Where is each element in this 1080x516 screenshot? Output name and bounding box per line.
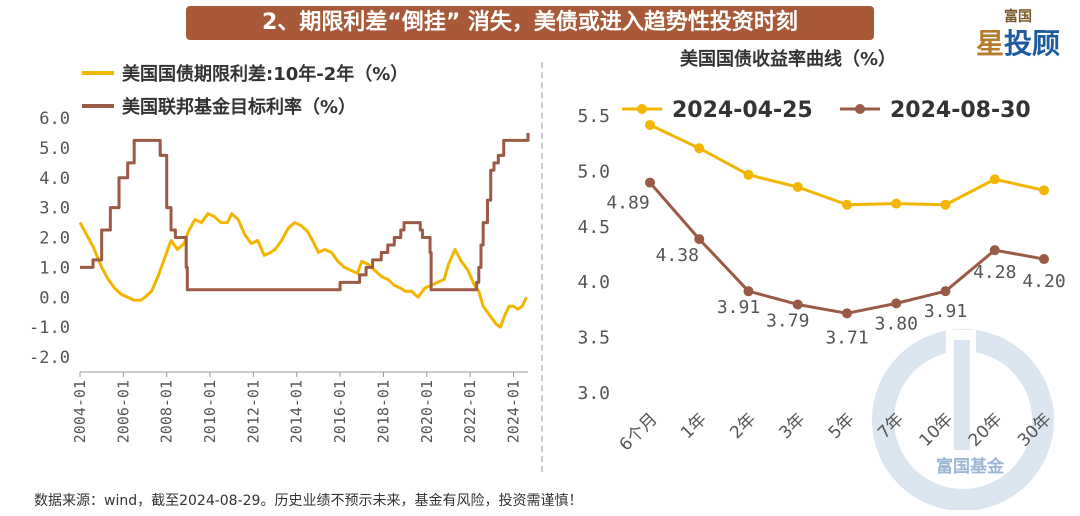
data-point-r-1	[891, 298, 902, 309]
x-tick-label: 2010-01	[201, 380, 219, 443]
data-point-r-1	[989, 245, 1000, 256]
y-tick-label: 1.0	[39, 258, 70, 278]
data-point-r-0	[743, 169, 754, 180]
data-point-r-1	[743, 286, 754, 297]
data-point-r-1	[1039, 254, 1049, 265]
brand-logo: 富国 星投顾	[966, 4, 1074, 60]
brand-name-b: 投顾	[1004, 27, 1061, 60]
x-tick-label: 2014-01	[288, 380, 306, 443]
data-point-r-1	[792, 299, 803, 310]
data-label-r: 4.38	[656, 245, 699, 266]
y-tick-label-r: 4.5	[577, 217, 610, 238]
y-tick-label: -1.0	[29, 318, 70, 338]
legend-label-0: 美国国债期限利差:10年-2年（%）	[122, 63, 408, 85]
x-tick-label: 2016-01	[331, 380, 349, 443]
legend-label-r-0: 2024-04-25	[672, 98, 813, 123]
data-point-r-1	[940, 286, 951, 297]
data-label-r: 4.20	[1022, 271, 1065, 292]
y-tick-label: 5.0	[39, 139, 70, 159]
x-tick-label-r: 6个月	[616, 409, 662, 455]
data-point-r-0	[989, 174, 1000, 185]
x-tick-label-r: 30年	[1014, 409, 1055, 450]
legend-marker-r-0	[637, 104, 647, 114]
left-chart: 美国国债期限利差:10年-2年（%） 美国联邦基金目标利率（%） 6.0 5.0 4.0…	[29, 63, 530, 443]
footnote: 数据来源：wind，截至2024-08-29。历史业绩不预示未来，基金有风险，投…	[34, 493, 583, 509]
x-tick-label: 2008-01	[158, 380, 176, 443]
watermark-logo-icon	[872, 329, 1054, 510]
data-point-r-0	[792, 182, 803, 193]
y-tick-label: 3.0	[39, 199, 70, 219]
x-tick-label: 2012-01	[244, 380, 262, 443]
legend-label-r-1: 2024-08-30	[890, 98, 1031, 123]
data-point-r-0	[891, 198, 902, 209]
data-point-r-0	[645, 119, 655, 130]
y-tick-label-r: 3.0	[577, 383, 610, 404]
watermark-text: 富国基金	[936, 457, 1004, 477]
legend-label-1: 美国联邦基金目标利率（%）	[122, 96, 356, 118]
brand-top-text: 富国	[1004, 9, 1032, 25]
data-point-r-0	[1039, 185, 1049, 196]
x-tick-label-r: 10年	[916, 409, 957, 450]
y-tick-label-r: 5.5	[577, 106, 610, 127]
x-tick-label-r: 1年	[677, 409, 711, 443]
series-line-1	[80, 132, 530, 292]
legend-marker-r-1	[855, 104, 865, 114]
data-point-r-1	[842, 308, 852, 319]
right-chart-title: 美国国债收益率曲线（%）	[680, 48, 896, 70]
x-tick-label: 2006-01	[114, 380, 132, 443]
y-tick-label: 6.0	[39, 109, 70, 129]
data-label-r: 3.91	[717, 297, 760, 318]
y-tick-label-r: 3.5	[577, 328, 610, 349]
banner-title: 2、期限利差“倒挂” 消失，美债或进入趋势性投资时刻	[186, 6, 874, 40]
x-tick-label: 2024-01	[504, 380, 522, 443]
data-point-r-1	[694, 234, 705, 245]
data-point-r-1	[645, 177, 655, 188]
data-point-r-0	[940, 199, 951, 210]
y-tick-label: -2.0	[29, 348, 70, 368]
series-line-0	[78, 212, 528, 329]
data-label-r: 4.89	[606, 193, 649, 214]
x-tick-label-r: 7年	[874, 409, 908, 443]
data-label-r: 3.80	[875, 313, 918, 334]
data-label-r: 3.79	[766, 310, 809, 331]
data-point-r-0	[694, 143, 705, 154]
y-tick-label: 4.0	[39, 169, 70, 189]
x-tick-label: 2022-01	[461, 380, 479, 443]
y-tick-label: 0.0	[39, 288, 70, 308]
x-tick-label: 2004-01	[71, 380, 89, 443]
right-chart: 美国国债收益率曲线（%） 2024-04-25 2024-08-30 5.5 5.0 4.…	[577, 48, 1065, 455]
data-label-r: 3.91	[924, 301, 967, 322]
x-tick-label: 2018-01	[374, 380, 392, 443]
brand-name-a: 星	[976, 27, 1005, 60]
y-tick-label: 2.0	[39, 229, 70, 249]
data-label-r: 4.28	[973, 262, 1016, 283]
brand-name: 星投顾	[976, 22, 1060, 62]
x-tick-label-r: 3年	[775, 409, 809, 443]
data-point-r-0	[842, 199, 852, 210]
chart-divider	[541, 62, 543, 472]
x-tick-label-r: 2年	[726, 409, 760, 443]
x-tick-label: 2020-01	[418, 380, 436, 443]
x-tick-label-r: 20年	[965, 409, 1006, 450]
y-tick-label-r: 4.0	[577, 272, 610, 293]
y-tick-label-r: 5.0	[577, 161, 610, 182]
series-line-r-0	[649, 123, 1045, 207]
data-label-r: 3.71	[825, 327, 868, 348]
x-tick-label-r: 5年	[825, 409, 859, 443]
